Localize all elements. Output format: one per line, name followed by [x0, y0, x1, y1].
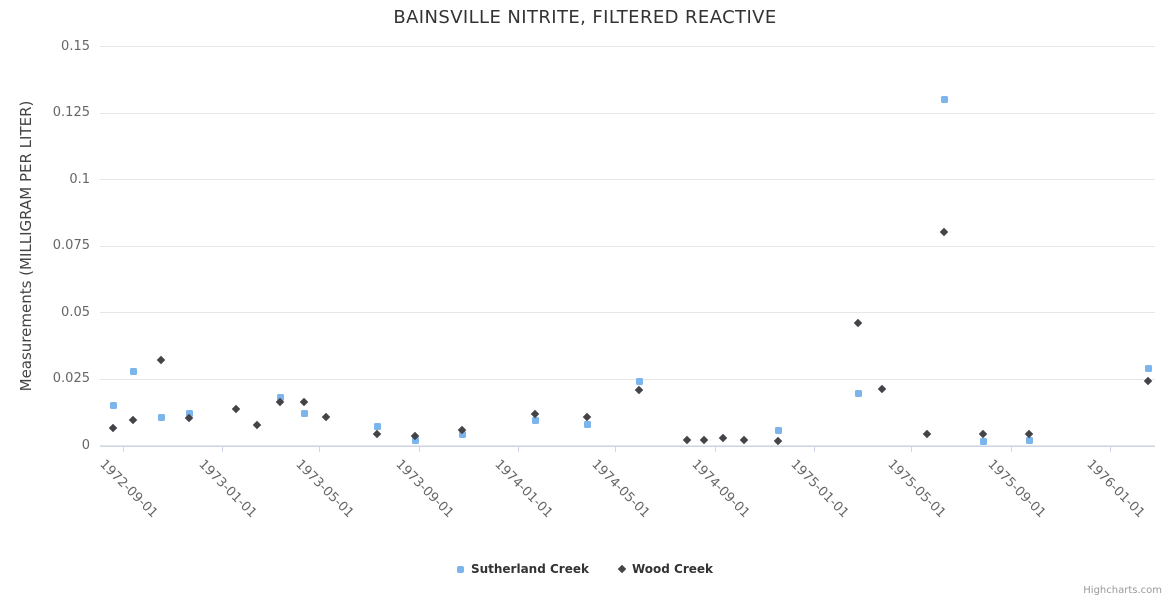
data-point-wood-creek[interactable]: [853, 318, 863, 327]
data-point-wood-creek[interactable]: [128, 415, 137, 424]
y-gridline: [100, 46, 1155, 47]
x-axis-tick-label: 1975-01-01: [787, 457, 852, 522]
data-point-wood-creek[interactable]: [299, 398, 308, 407]
data-point-sutherland-creek[interactable]: [1026, 436, 1034, 444]
y-gridline: [100, 378, 1155, 380]
x-axis-tick-label: 1973-09-01: [392, 457, 457, 522]
data-point-sutherland-creek[interactable]: [774, 427, 782, 435]
data-point-sutherland-creek[interactable]: [373, 423, 381, 431]
data-point-wood-creek[interactable]: [108, 423, 118, 432]
y-axis-tick-label: 0.025: [52, 371, 90, 386]
legend: Sutherland Creek Wood Creek: [0, 562, 1170, 576]
y-gridline: [100, 112, 1155, 114]
y-axis-tick-label: 0.05: [61, 304, 90, 320]
square-marker-icon: [456, 565, 464, 573]
data-point-wood-creek[interactable]: [877, 384, 886, 394]
data-point-sutherland-creek[interactable]: [979, 438, 987, 445]
x-axis-tick-label: 1973-01-01: [195, 457, 260, 522]
x-axis-tick-label: 1973-05-01: [292, 457, 357, 522]
y-axis-tick-label: 0: [81, 437, 90, 453]
legend-label: Wood Creek: [631, 562, 714, 576]
data-point-wood-creek[interactable]: [682, 435, 692, 444]
x-axis-tick-label: 1974-09-01: [688, 457, 753, 522]
x-axis-tick: [319, 446, 321, 452]
data-point-wood-creek[interactable]: [922, 430, 932, 439]
y-axis-tick-label: 0.125: [52, 105, 90, 120]
data-point-sutherland-creek[interactable]: [186, 410, 194, 418]
data-point-wood-creek[interactable]: [232, 404, 241, 414]
x-axis-tick: [419, 446, 421, 452]
data-point-sutherland-creek[interactable]: [459, 431, 467, 439]
data-point-wood-creek[interactable]: [718, 434, 727, 443]
x-axis-tick: [123, 446, 125, 452]
data-point-wood-creek[interactable]: [156, 355, 166, 365]
diamond-marker-icon: [617, 564, 627, 574]
highcharts-credit-link[interactable]: Highcharts.com: [1083, 585, 1162, 596]
x-axis-tick: [715, 446, 717, 452]
x-axis-tick-label: 1972-09-01: [96, 457, 161, 522]
data-point-wood-creek[interactable]: [634, 386, 644, 395]
data-point-wood-creek[interactable]: [372, 430, 381, 439]
x-axis-tick: [518, 446, 520, 452]
y-axis-tick-label: 0.1: [69, 171, 90, 187]
data-point-sutherland-creek[interactable]: [941, 96, 949, 104]
data-point-sutherland-creek[interactable]: [532, 416, 540, 424]
data-point-sutherland-creek[interactable]: [129, 367, 137, 375]
y-gridline: [100, 245, 1155, 247]
y-axis-tick-label: 0.075: [52, 238, 90, 253]
data-point-sutherland-creek[interactable]: [110, 402, 118, 410]
x-axis-tick-label: 1975-05-01: [884, 457, 949, 522]
x-axis-tick: [615, 446, 617, 452]
y-axis-tick-label: 0.15: [61, 38, 90, 54]
x-axis-tick-label: 1974-01-01: [491, 457, 556, 522]
data-point-sutherland-creek[interactable]: [277, 394, 285, 402]
data-point-wood-creek[interactable]: [939, 227, 949, 237]
data-point-sutherland-creek[interactable]: [855, 390, 863, 398]
legend-item-wood-creek[interactable]: Wood Creek: [617, 562, 714, 576]
legend-item-sutherland-creek[interactable]: Sutherland Creek: [456, 562, 589, 576]
data-point-wood-creek[interactable]: [253, 420, 262, 430]
data-point-wood-creek[interactable]: [739, 435, 749, 444]
data-point-wood-creek[interactable]: [699, 435, 709, 444]
x-axis-line: [100, 445, 1155, 447]
data-point-wood-creek[interactable]: [322, 412, 331, 422]
chart-title: BAINSVILLE NITRITE, FILTERED REACTIVE: [393, 7, 777, 28]
x-axis-tick-label: 1974-05-01: [588, 457, 653, 522]
data-point-sutherland-creek[interactable]: [411, 436, 419, 444]
y-gridline: [100, 179, 1155, 180]
x-axis-tick: [814, 446, 816, 452]
x-axis-tick-label: 1976-01-01: [1083, 457, 1148, 522]
x-axis-tick: [911, 446, 913, 452]
data-point-sutherland-creek[interactable]: [583, 420, 591, 428]
y-gridline: [100, 312, 1155, 313]
x-axis-tick: [1011, 446, 1013, 452]
data-point-sutherland-creek[interactable]: [636, 378, 644, 386]
x-axis-tick: [222, 446, 224, 452]
data-point-sutherland-creek[interactable]: [157, 414, 165, 422]
legend-label: Sutherland Creek: [470, 562, 589, 576]
x-axis-tick: [1109, 446, 1111, 452]
x-axis-tick-label: 1975-09-01: [984, 457, 1049, 522]
data-point-sutherland-creek[interactable]: [300, 410, 308, 418]
data-point-sutherland-creek[interactable]: [1144, 364, 1152, 372]
data-point-wood-creek[interactable]: [773, 436, 783, 446]
